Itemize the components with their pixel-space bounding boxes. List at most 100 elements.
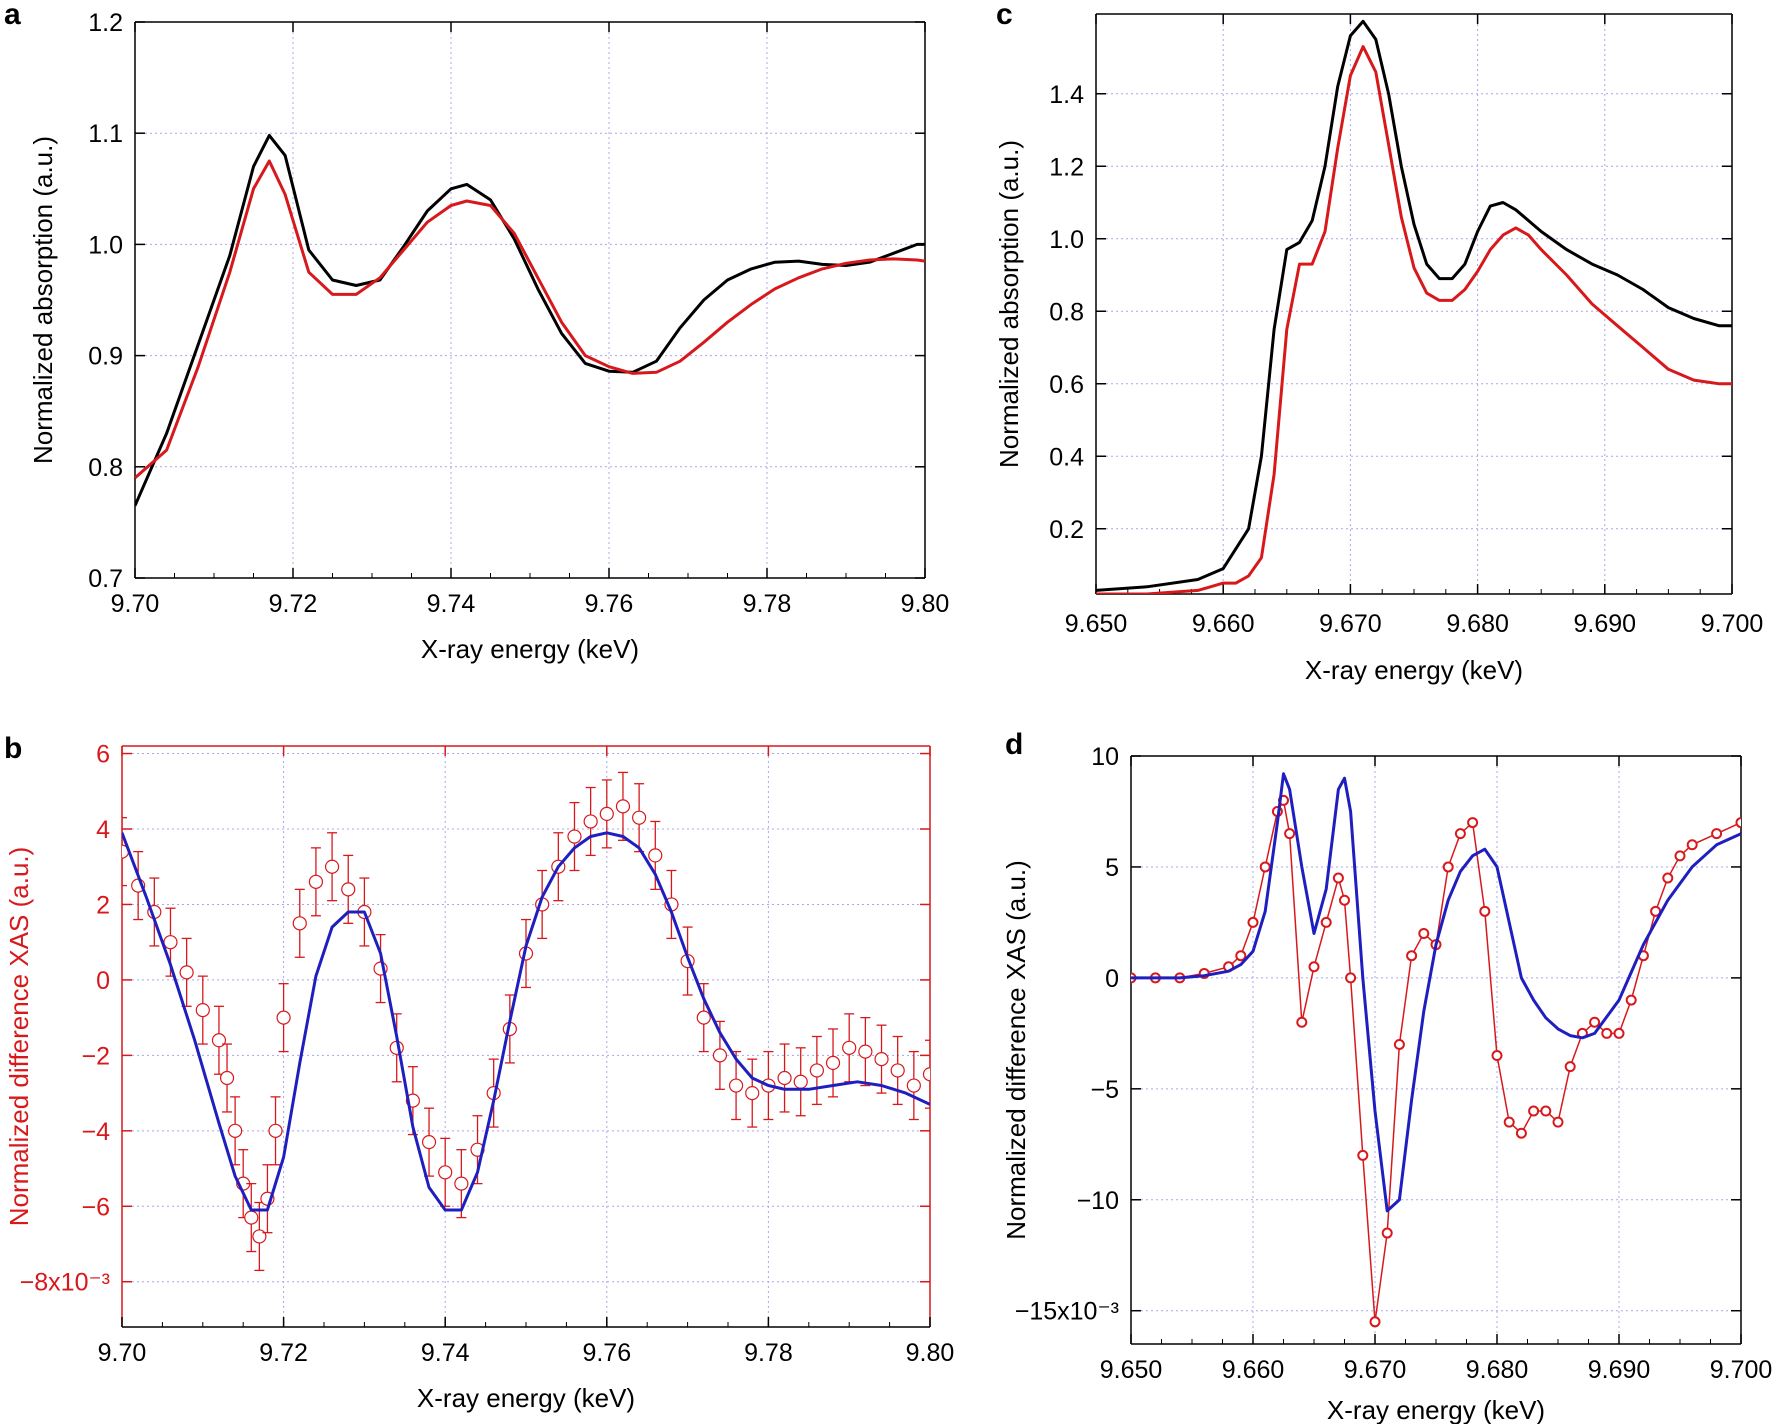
panel-c-label: c	[996, 0, 1013, 31]
pc-xtick-label: 9.650	[1065, 610, 1128, 638]
pb-data-point	[922, 1067, 930, 1082]
pb-data-point	[615, 799, 631, 814]
pd-ytick-label: −10	[1077, 1187, 1119, 1215]
pd-xaxis-title: X-ray energy (keV)	[1327, 1395, 1545, 1424]
pb-xtick-label: 9.72	[259, 1339, 308, 1367]
pb-data-point	[268, 1123, 283, 1138]
pd-data-point	[1625, 994, 1637, 1006]
pd-data-point	[1284, 828, 1296, 840]
pc-xaxis-title: X-ray energy (keV)	[1305, 655, 1523, 685]
pd-yaxis-title: Normalized difference XAS (a.u.)	[1001, 860, 1031, 1240]
pc-plot-area	[1096, 19, 1732, 594]
pa-ytick-label: 0.9	[88, 343, 123, 371]
pd-data-line	[1131, 798, 1741, 1322]
pd-xtick-label: 9.650	[1100, 1356, 1163, 1384]
pd-data-point	[1308, 961, 1320, 973]
pb-data-point	[809, 1063, 824, 1078]
pb-data-point	[712, 1048, 728, 1063]
pc-ytick-label: 0.4	[1049, 443, 1084, 471]
pc-ytick-label: 1.4	[1049, 81, 1084, 109]
pd-data-point	[1339, 894, 1350, 906]
pd-data-point	[1662, 872, 1674, 884]
pb-data-point	[252, 1229, 267, 1244]
pd-data-point	[1711, 828, 1723, 840]
pb-data-point	[292, 916, 307, 931]
pb-data-point	[438, 1165, 453, 1180]
pb-data-point	[874, 1052, 889, 1067]
pa-series-black	[135, 133, 925, 507]
pa-ytick-label: 1.0	[88, 231, 123, 259]
pb-data-point	[583, 814, 598, 829]
panel-b-chart: b 9.70 9.72 9.74 9.76 9.78 9.80 6 4 2 0 −2 −4 −6 −8x1…	[4, 732, 954, 1413]
pd-data-point	[1406, 950, 1418, 962]
pa-plot-area	[135, 133, 925, 507]
pd-series-fit	[1131, 772, 1741, 1213]
pb-data-point	[599, 806, 614, 822]
pb-data-point	[195, 1002, 210, 1018]
pd-data-point	[1381, 1227, 1393, 1239]
pb-data-point	[421, 1135, 437, 1150]
pb-data-point	[308, 874, 324, 889]
pd-data-point	[1454, 828, 1466, 840]
pd-data-point	[1540, 1105, 1552, 1117]
pb-data-point	[211, 1033, 227, 1048]
panel-c-chart: c 9.650 9.660 9.670 9.680 9.690 9.700 0.2 0.4 0.…	[994, 0, 1763, 685]
pb-xtick-label: 9.70	[98, 1339, 147, 1367]
pa-ytick-label: 0.8	[88, 454, 123, 482]
pd-data-point	[1345, 972, 1357, 984]
pd-data-point	[1247, 916, 1259, 928]
pd-data-point	[1332, 872, 1344, 884]
pd-data-point	[1418, 928, 1430, 940]
pa-xtick-label: 9.80	[901, 590, 950, 618]
pd-data-point	[1235, 950, 1247, 962]
pa-series-red	[135, 159, 925, 480]
pb-xtick-label: 9.76	[582, 1339, 631, 1367]
pd-data-point	[1369, 1316, 1381, 1328]
pb-plot-area	[122, 771, 930, 1272]
pb-xtick-label: 9.78	[744, 1339, 793, 1367]
pd-xtick-label: 9.680	[1466, 1356, 1529, 1384]
pb-data-point	[842, 1040, 857, 1055]
pb-series-fit	[122, 831, 930, 1212]
panel-a-chart: a 9.70 9.72 9.74 9.76 9.78 9.80 0.7 0.8 0.9 1.0 1.…	[4, 0, 949, 664]
pb-ytick-label: −6	[81, 1193, 110, 1221]
pd-ytick-label: 0	[1105, 965, 1119, 993]
pb-data-point	[219, 1070, 235, 1086]
pb-data-point	[745, 1085, 760, 1101]
pb-data-point	[341, 882, 356, 897]
pa-yaxis-title: Normalized absorption (a.u.)	[28, 136, 58, 464]
pb-ytick-label: −2	[81, 1042, 110, 1070]
pb-data-point	[276, 1010, 291, 1025]
pb-ytick-label: 4	[96, 816, 110, 844]
pb-ytick-label: 2	[96, 891, 110, 919]
pa-xaxis-title: X-ray energy (keV)	[421, 634, 639, 664]
pa-xtick-label: 9.74	[427, 590, 476, 618]
pd-plot-area	[1131, 772, 1741, 1328]
pc-yaxis-title: Normalized absorption (a.u.)	[994, 140, 1024, 468]
pb-ytick-label: −4	[81, 1118, 110, 1146]
pb-data-point	[777, 1070, 792, 1086]
pb-data-point	[567, 829, 582, 844]
pb-data-point	[163, 935, 178, 950]
pd-xtick-label: 9.670	[1344, 1356, 1407, 1384]
panel-b-label: b	[4, 732, 22, 765]
pd-data-point	[1491, 1050, 1503, 1062]
pd-data-point	[1357, 1149, 1369, 1161]
pd-data-point	[1528, 1105, 1540, 1117]
pb-ytick-label: 0	[96, 967, 110, 995]
pb-ytick-label: 6	[96, 741, 110, 769]
pb-data-point	[324, 859, 340, 874]
pd-data-point	[1601, 1027, 1613, 1039]
pd-data-point	[1393, 1038, 1405, 1050]
pc-xtick-label: 9.680	[1446, 610, 1509, 638]
pd-data-point	[1442, 861, 1454, 873]
pd-ytick-label: −15x10⁻³	[1015, 1298, 1119, 1326]
pd-xtick-label: 9.660	[1222, 1356, 1285, 1384]
pc-series-black	[1096, 19, 1732, 592]
pb-data-point	[454, 1176, 469, 1191]
pd-xtick-label: 9.690	[1588, 1356, 1651, 1384]
pc-ytick-label: 0.2	[1049, 516, 1084, 544]
pa-ytick-label: 1.2	[88, 9, 123, 37]
pc-xtick-label: 9.700	[1701, 610, 1764, 638]
